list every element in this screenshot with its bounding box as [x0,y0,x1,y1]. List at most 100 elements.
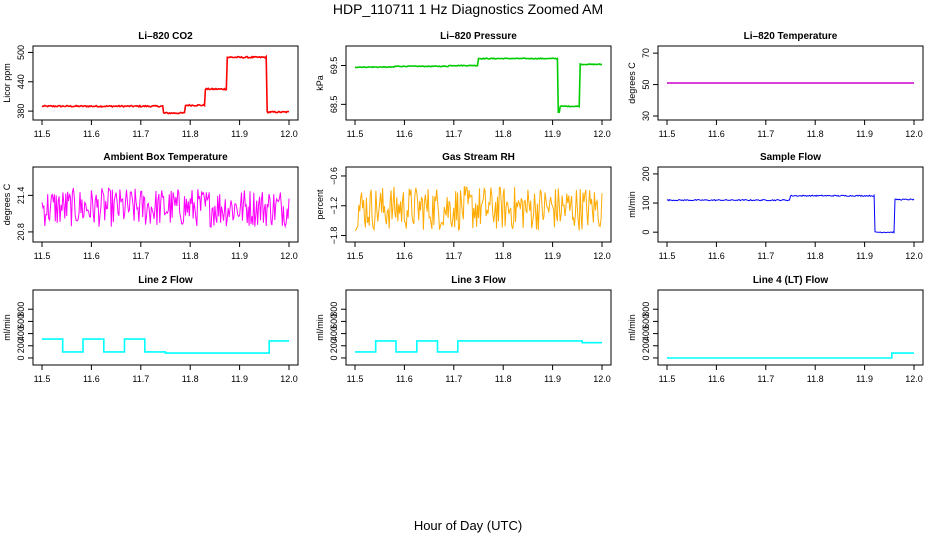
x-tick-label: 11.5 [347,129,364,139]
x-tick-label: 11.8 [807,129,824,139]
x-tick-label: 11.8 [182,129,199,139]
panel-title: Li–820 Temperature [744,31,838,42]
y-tick-label: 400 [329,326,339,341]
panel-frame [657,45,924,121]
x-tick-label: 12.0 [280,251,298,261]
series-line [41,54,290,115]
panel-title: Li–820 CO2 [138,31,193,42]
y-tick-label: 50 [641,80,651,90]
x-tick-label: 11.8 [182,374,199,384]
x-tick-label: 11.7 [445,251,462,261]
y-tick-label: 500 [16,45,26,60]
x-tick-label: 11.6 [396,251,413,261]
x-tick-label: 11.7 [132,129,149,139]
y-tick-label: 0 [16,355,26,360]
series-line [41,187,290,229]
x-tick-label: 11.9 [544,374,561,384]
x-tick-label: 11.9 [231,374,248,384]
panel-ylabel: degrees C [627,62,637,104]
series-line [666,194,915,234]
panel-ylabel: Licor ppm [2,63,12,103]
y-tick-label: 800 [16,302,26,317]
y-tick-label: 800 [329,302,339,317]
y-tick-label: 20.8 [16,223,26,241]
x-tick-label: 12.0 [280,374,298,384]
panel-frame [32,289,299,366]
panel-0: Li–820 CO2 Licor ppm 11.5 11.6 11.7 11.8 11.9 1… [2,31,299,139]
x-tick-label: 12.0 [593,374,611,384]
panel-ylabel: percent [315,189,325,220]
x-tick-label: 11.5 [34,374,51,384]
y-tick-label: 380 [16,104,26,119]
x-tick-label: 11.9 [544,251,561,261]
y-tick-label: 400 [16,326,26,341]
series-line [354,57,603,114]
x-tick-label: 11.5 [347,251,364,261]
panel-frame [657,289,924,366]
x-tick-label: 11.8 [495,374,512,384]
y-tick-label: 68.5 [329,96,339,114]
y-tick-label: 800 [641,302,651,317]
x-tick-label: 11.8 [807,374,824,384]
y-tick-label: 100 [641,196,651,211]
panel-3: Ambient Box Temperature degrees C 11.5 11.6… [2,152,299,261]
x-tick-label: 11.7 [757,251,774,261]
panel-frame [345,45,612,121]
y-tick-label: 600 [16,314,26,329]
y-tick-label: 0 [641,230,651,235]
y-tick-label: 600 [329,314,339,329]
x-tick-label: 12.0 [905,251,923,261]
figure-title: HDP_110711 1 Hz Diagnostics Zoomed AM [332,1,604,17]
x-tick-label: 11.9 [231,129,248,139]
panel-title: Sample Flow [760,152,821,163]
x-tick-label: 11.6 [83,129,100,139]
panel-title: Ambient Box Temperature [103,152,228,163]
y-tick-label: 440 [16,74,26,89]
x-tick-label: 11.5 [34,129,51,139]
x-tick-label: 11.5 [347,374,364,384]
panel-frame [345,166,612,243]
x-tick-label: 11.9 [856,251,873,261]
y-tick-label: 200 [16,338,26,353]
panel-title: Gas Stream RH [442,152,515,163]
x-tick-label: 11.5 [659,129,676,139]
x-tick-label: 11.9 [856,129,873,139]
x-tick-label: 11.5 [659,374,676,384]
x-tick-label: 11.7 [132,251,149,261]
panel-ylabel: ml/min [315,314,325,341]
panel-1: Li–820 Pressure kPa 11.5 11.6 11.7 11.8 11.9 12… [315,31,612,139]
y-tick-label: 21.4 [16,187,26,205]
x-tick-label: 11.6 [396,374,413,384]
y-tick-label: 0 [329,355,339,360]
panel-ylabel: ml/min [627,191,637,218]
x-tick-label: 12.0 [593,129,611,139]
x-tick-label: 11.6 [708,374,725,384]
x-tick-label: 11.6 [83,374,100,384]
y-tick-label: 70 [641,48,651,58]
panel-ylabel: degrees C [2,183,12,225]
y-tick-label: −0.6 [329,167,339,185]
panel-title: Line 3 Flow [451,275,506,286]
panel-ylabel: kPa [315,75,325,91]
y-tick-label: 0 [641,355,651,360]
series-line [354,186,603,232]
x-tick-label: 11.7 [445,374,462,384]
panel-2: Li–820 Temperature degrees C 11.5 11.6 11.7 1… [627,31,924,139]
panel-4: Gas Stream RH percent 11.5 11.6 11.7 11.8 11.9… [315,152,612,261]
y-tick-label: −1.2 [329,197,339,215]
panel-title: Li–820 Pressure [440,31,517,42]
x-tick-label: 11.6 [83,251,100,261]
y-tick-label: 69.5 [329,57,339,75]
x-tick-label: 12.0 [905,374,923,384]
panel-frame [657,166,924,243]
panel-5: Sample Flow ml/min 11.5 11.6 11.7 11.8 11.9 12.… [627,152,924,261]
x-tick-label: 12.0 [593,251,611,261]
series-line [667,352,914,359]
panel-frame [32,166,299,243]
x-tick-label: 11.7 [132,374,149,384]
series-line [42,338,289,354]
panel-title: Line 2 Flow [138,275,193,286]
x-tick-label: 11.9 [856,374,873,384]
y-tick-label: −1.8 [329,227,339,245]
